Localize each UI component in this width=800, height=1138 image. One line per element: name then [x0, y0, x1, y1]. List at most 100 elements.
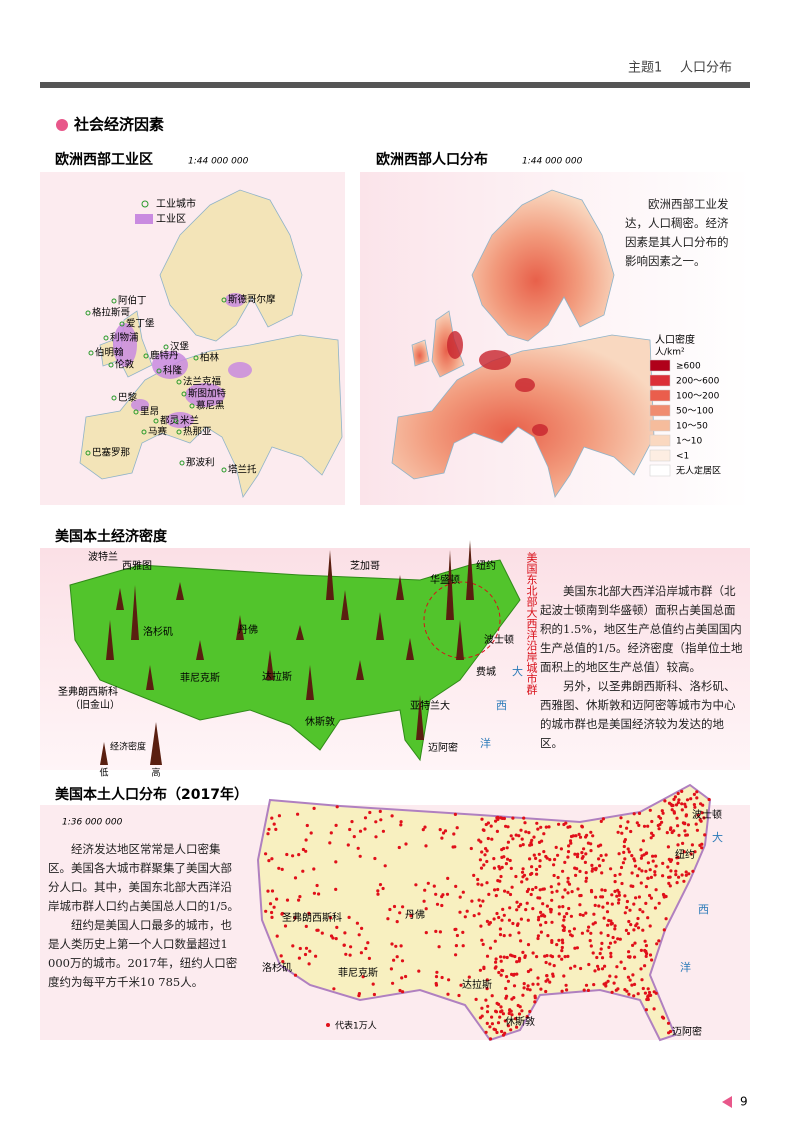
dot	[479, 866, 484, 870]
city-label: 波特兰	[88, 550, 118, 563]
dot	[609, 922, 613, 926]
dot	[531, 887, 535, 892]
dot	[668, 875, 672, 879]
dot	[426, 881, 430, 885]
dot	[515, 1025, 519, 1029]
dot	[481, 899, 485, 903]
dot	[520, 837, 524, 841]
dot	[528, 1009, 532, 1014]
dot	[332, 987, 336, 991]
dot	[676, 801, 681, 805]
dot	[634, 896, 638, 900]
dot	[494, 1010, 499, 1014]
dot	[532, 835, 536, 839]
dot	[651, 833, 655, 838]
city-label: 格拉斯哥	[92, 307, 130, 319]
dot	[434, 892, 438, 896]
dot	[544, 979, 548, 983]
city-marker	[163, 344, 169, 350]
dot	[643, 991, 648, 995]
city-marker	[143, 353, 149, 359]
dot	[494, 965, 498, 969]
dot	[485, 1010, 490, 1014]
dot	[703, 833, 707, 837]
section-bullet	[56, 119, 68, 131]
city-marker	[141, 429, 147, 435]
dot	[440, 903, 444, 908]
dot	[569, 914, 574, 918]
dot	[500, 968, 504, 972]
dot	[297, 898, 301, 902]
dot	[486, 1004, 490, 1008]
dot	[676, 861, 680, 866]
dot	[376, 892, 380, 896]
dot	[469, 846, 473, 851]
dot	[644, 954, 648, 959]
dot	[616, 937, 620, 941]
dot	[644, 869, 648, 873]
dot	[641, 986, 645, 991]
city-marker	[103, 335, 109, 341]
dot	[394, 944, 398, 948]
dot	[528, 857, 532, 861]
dot	[358, 829, 363, 833]
dot	[675, 816, 679, 820]
dot	[566, 850, 571, 854]
dot	[304, 946, 309, 950]
dot	[277, 866, 281, 870]
dot	[633, 955, 637, 959]
city-label: 柏林	[200, 352, 220, 364]
dot	[561, 869, 565, 873]
dot	[554, 845, 558, 850]
dot	[521, 993, 525, 997]
dot	[521, 867, 525, 871]
dot	[682, 879, 686, 883]
dot	[626, 820, 630, 824]
city-label: 亚特兰大	[410, 699, 450, 712]
dot	[492, 917, 496, 921]
map-title: 美国本土人口分布（2017年）	[55, 786, 248, 803]
city-label: 波士顿	[484, 633, 514, 646]
map-title: 欧洲西部人口分布	[376, 151, 488, 168]
dot	[486, 821, 490, 825]
dot	[593, 903, 597, 908]
dot	[317, 892, 321, 896]
dot	[434, 975, 439, 979]
dot	[539, 930, 544, 934]
dot	[683, 802, 687, 806]
dot	[335, 805, 339, 809]
dot	[519, 917, 524, 921]
dot	[522, 873, 527, 877]
dot	[272, 822, 276, 826]
dot	[599, 843, 603, 847]
dot	[264, 852, 268, 856]
dot	[372, 992, 376, 997]
peak	[326, 550, 334, 600]
dot	[272, 905, 276, 909]
dot	[600, 895, 605, 899]
region-label: 美国东北部大西洋沿岸城市群	[525, 552, 538, 695]
dot	[392, 958, 396, 962]
dot	[574, 873, 578, 878]
dot	[504, 986, 508, 991]
dot	[653, 854, 658, 858]
dot	[587, 962, 591, 967]
dot	[632, 928, 636, 932]
city-label: 伦敦	[115, 359, 135, 371]
dot	[622, 844, 626, 849]
dot	[499, 816, 503, 820]
city-label: 斯德哥尔摩	[228, 294, 276, 306]
dot	[637, 867, 641, 871]
dot	[497, 865, 501, 869]
city-label: 圣弗朗西斯科	[58, 685, 118, 698]
dot	[648, 868, 652, 872]
dot	[274, 827, 278, 832]
dot	[560, 945, 564, 950]
dot	[581, 913, 585, 917]
dot	[522, 816, 526, 820]
dot	[404, 974, 408, 979]
dot	[557, 954, 561, 958]
dot	[625, 905, 629, 910]
city-marker	[88, 350, 94, 356]
